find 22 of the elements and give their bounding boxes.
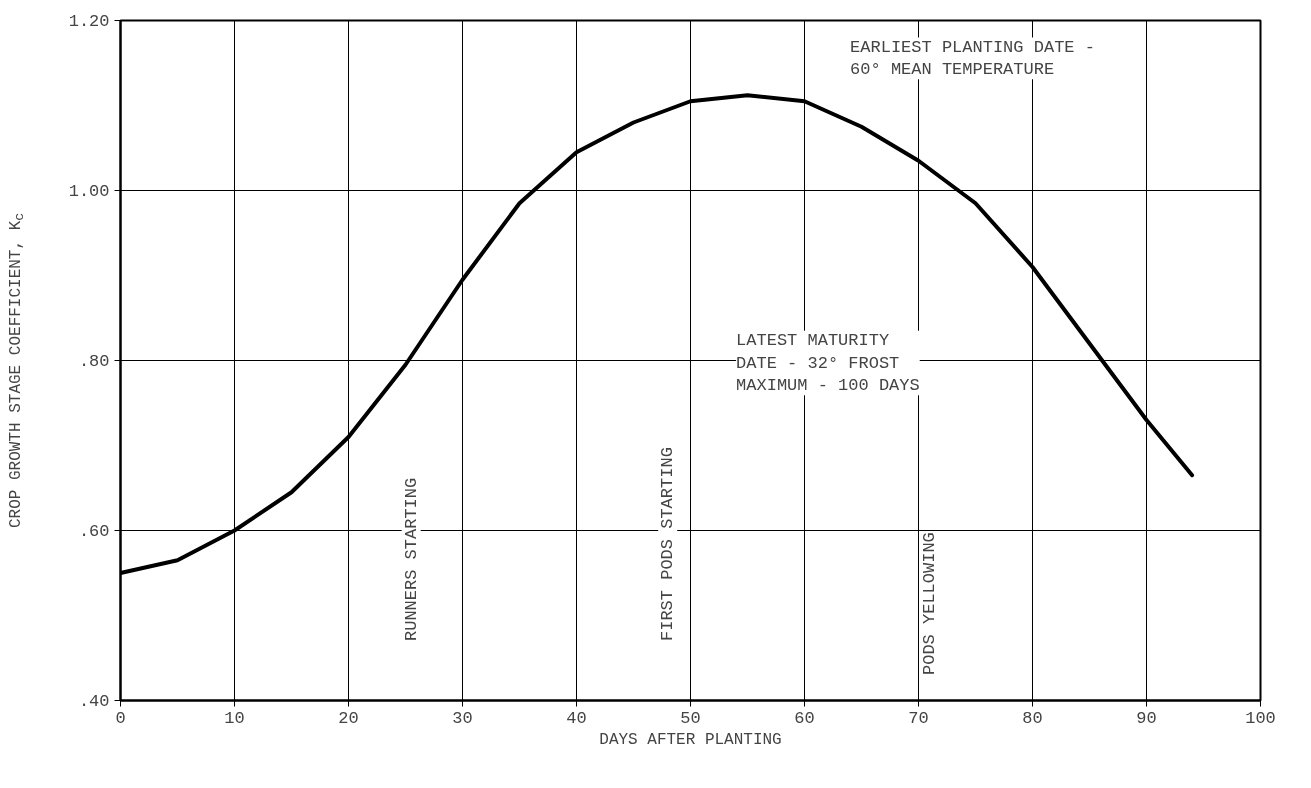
annotation: RUNNERS STARTING (401, 477, 421, 641)
x-tick-label: 40 (566, 708, 587, 728)
x-tick-label: 30 (452, 708, 473, 728)
y-tick-label: .40 (78, 692, 110, 711)
x-tick-label: 100 (1245, 708, 1276, 728)
annotation: FIRST PODS STARTING (658, 447, 678, 641)
y-tick-label: 1.20 (68, 12, 110, 31)
x-tick-label: 10 (224, 708, 245, 728)
x-tick-label: 20 (338, 708, 359, 728)
x-tick-label: 0 (115, 708, 126, 728)
x-tick-label: 60 (794, 708, 815, 728)
x-tick-label: 90 (1136, 708, 1157, 728)
y-tick-label: .80 (78, 352, 110, 371)
annotation: EARLIEST PLANTING DATE - 60° MEAN TEMPERATURE (850, 37, 1095, 80)
x-axis-title: DAYS AFTER PLANTING (599, 730, 782, 749)
x-tick-label: 70 (908, 708, 929, 728)
annotation: LATEST MATURITY DATE - 32° FROST MAXIMUM - 100 DAYS (736, 330, 920, 396)
x-tick-label: 80 (1022, 708, 1043, 728)
x-tick-label: 50 (680, 708, 701, 728)
annotation: PODS YELLOWING (920, 532, 940, 675)
y-tick-label: 1.00 (68, 182, 110, 201)
y-tick-label: .60 (78, 522, 110, 541)
